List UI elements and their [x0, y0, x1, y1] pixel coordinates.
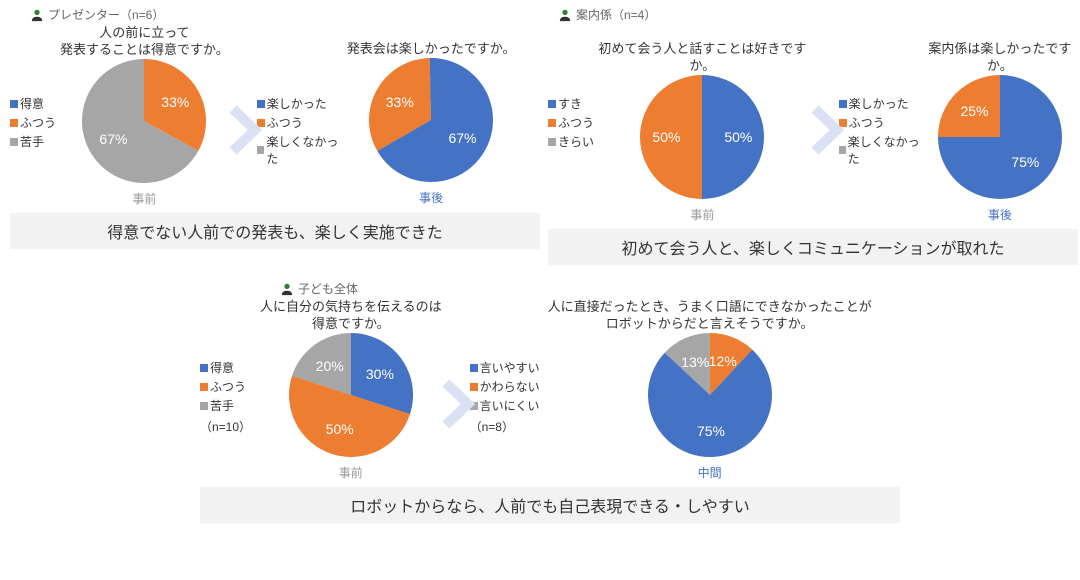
legend-label: 得意 [210, 359, 234, 376]
section-header-children: 子ども全体 [280, 280, 900, 297]
arrow-icon [811, 105, 845, 158]
legend-sq [548, 138, 556, 146]
header-text: プレゼンター（n=6） [48, 6, 164, 23]
legend-children-2: 言いやすい かわらない 言いにくい （n=8） [470, 359, 548, 435]
legend-label: ふつう [210, 378, 246, 395]
summary-guide: 初めて会う人と、楽しくコミュニケーションが取れた [548, 229, 1078, 265]
legend-sq [200, 364, 208, 372]
pie-slice-label: 33% [161, 94, 189, 110]
pie-slice-label: 50% [652, 129, 680, 145]
pie-slice-label: 67% [448, 130, 476, 146]
legend-guide-1: すき ふつう きらい [548, 95, 594, 152]
legend-children-1: 得意 ふつう 苦手 （n=10） [200, 359, 260, 435]
pie-slice-label: 12% [709, 353, 737, 369]
section-header-guide: 案内係（n=4） [558, 6, 1078, 23]
pie-chart [82, 59, 206, 183]
header-text: 案内係（n=4） [576, 6, 656, 23]
stage-label: 事後 [922, 206, 1078, 223]
person-icon [30, 8, 44, 22]
legend-label: ふつう [558, 114, 594, 131]
arrow-icon [229, 105, 263, 158]
summary-children: ロボットからなら、人前でも自己表現できる・しやすい [200, 487, 900, 523]
pie-slice-label: 25% [960, 103, 988, 119]
chart-guide-after: 案内係は楽しかったですか。 25% 75% 事後 [922, 25, 1078, 223]
legend-sq [10, 138, 18, 146]
pie-slice-label: 13% [681, 354, 709, 370]
pie-slice-label: 20% [316, 358, 344, 374]
person-icon [558, 8, 572, 22]
summary-presenter: 得意でない人前での発表も、楽しく実施できた [10, 213, 540, 249]
pie-slice-label: 33% [386, 94, 414, 110]
legend-sq [200, 402, 208, 410]
n-label: （n=10） [200, 418, 260, 435]
chevron-right-icon [229, 105, 263, 155]
chart-title: 人に直接だったとき、うまく口語にできなかったことが ロボットからだと言えそうです… [548, 299, 872, 333]
pie-chart [289, 333, 413, 457]
legend-label: ふつう [20, 114, 56, 131]
section-children: 子ども全体 得意 ふつう 苦手 （n=10） 人に自分の気持ちを伝えるのは 得意… [200, 280, 900, 523]
stage-label: 事前 [260, 464, 442, 481]
chevron-right-icon [811, 105, 845, 155]
stage-label: 事後 [347, 189, 516, 206]
arrow-icon [442, 379, 476, 432]
chart-title: 人の前に立って 発表することは得意ですか。 [60, 25, 229, 59]
chart-presenter-before: 人の前に立って 発表することは得意ですか。 33% 67% 事前 [60, 25, 229, 207]
pie-slice-label: 75% [1011, 154, 1039, 170]
legend-label: かわらない [480, 378, 540, 395]
stage-label: 事前 [60, 190, 229, 207]
stage-label: 中間 [548, 464, 872, 481]
legend-label: すき [558, 95, 582, 112]
legend-presenter-2: 楽しかった ふつう 楽しくなかった [257, 95, 347, 169]
section-header-presenter: プレゼンター（n=6） [30, 6, 540, 23]
legend-label: 苦手 [210, 397, 234, 414]
pie-slice-label: 50% [724, 129, 752, 145]
legend-label: 得意 [20, 95, 44, 112]
chart-title: 発表会は楽しかったですか。 [347, 41, 516, 58]
pie-slice-label: 50% [326, 421, 354, 437]
pie-chart [938, 75, 1062, 199]
section-guide: 案内係（n=4） すき ふつう きらい 初めて会う人と話すことは好きですか。 5… [548, 6, 1078, 265]
chart-children-before: 人に自分の気持ちを伝えるのは 得意ですか。 20% 30% 50% 事前 [260, 299, 442, 481]
legend-sq [548, 100, 556, 108]
legend-sq [548, 119, 556, 127]
legend-sq [10, 119, 18, 127]
stage-label: 事前 [594, 206, 810, 223]
chart-guide-before: 初めて会う人と話すことは好きですか。 50% 50% 事前 [594, 25, 810, 223]
pie-slice-label: 30% [366, 366, 394, 382]
legend-label: 言いやすい [480, 359, 540, 376]
legend-label: ふつう [267, 114, 303, 131]
pie-chart [369, 58, 493, 182]
n-label: （n=8） [470, 418, 548, 435]
legend-label: ふつう [849, 114, 885, 131]
pie-slice-label: 67% [99, 131, 127, 147]
legend-label: 楽しかった [267, 95, 327, 112]
legend-sq [200, 383, 208, 391]
header-text: 子ども全体 [298, 280, 358, 297]
chart-title: 人に自分の気持ちを伝えるのは 得意ですか。 [260, 299, 442, 333]
legend-label: 苦手 [20, 133, 44, 150]
chart-presenter-after: 発表会は楽しかったですか。 33% 67% 事後 [347, 25, 516, 206]
legend-label: 楽しくなかった [848, 133, 922, 167]
legend-guide-2: 楽しかった ふつう 楽しくなかった [839, 95, 922, 169]
pie-slice-label: 75% [697, 423, 725, 439]
legend-presenter-1: 得意 ふつう 苦手 [10, 95, 60, 152]
chart-title: 案内係は楽しかったですか。 [922, 41, 1078, 75]
legend-label: 言いにくい [480, 397, 540, 414]
legend-label: 楽しかった [849, 95, 909, 112]
legend-label: きらい [558, 133, 594, 150]
chevron-right-icon [442, 379, 476, 429]
legend-label: 楽しくなかった [266, 133, 346, 167]
chart-title: 初めて会う人と話すことは好きですか。 [594, 41, 810, 75]
chart-children-after: 人に直接だったとき、うまく口語にできなかったことが ロボットからだと言えそうです… [548, 299, 872, 481]
section-presenter: プレゼンター（n=6） 得意 ふつう 苦手 人の前に立って 発表することは得意で… [10, 6, 540, 249]
legend-sq [10, 100, 18, 108]
person-icon [280, 282, 294, 296]
legend-sq [470, 364, 478, 372]
